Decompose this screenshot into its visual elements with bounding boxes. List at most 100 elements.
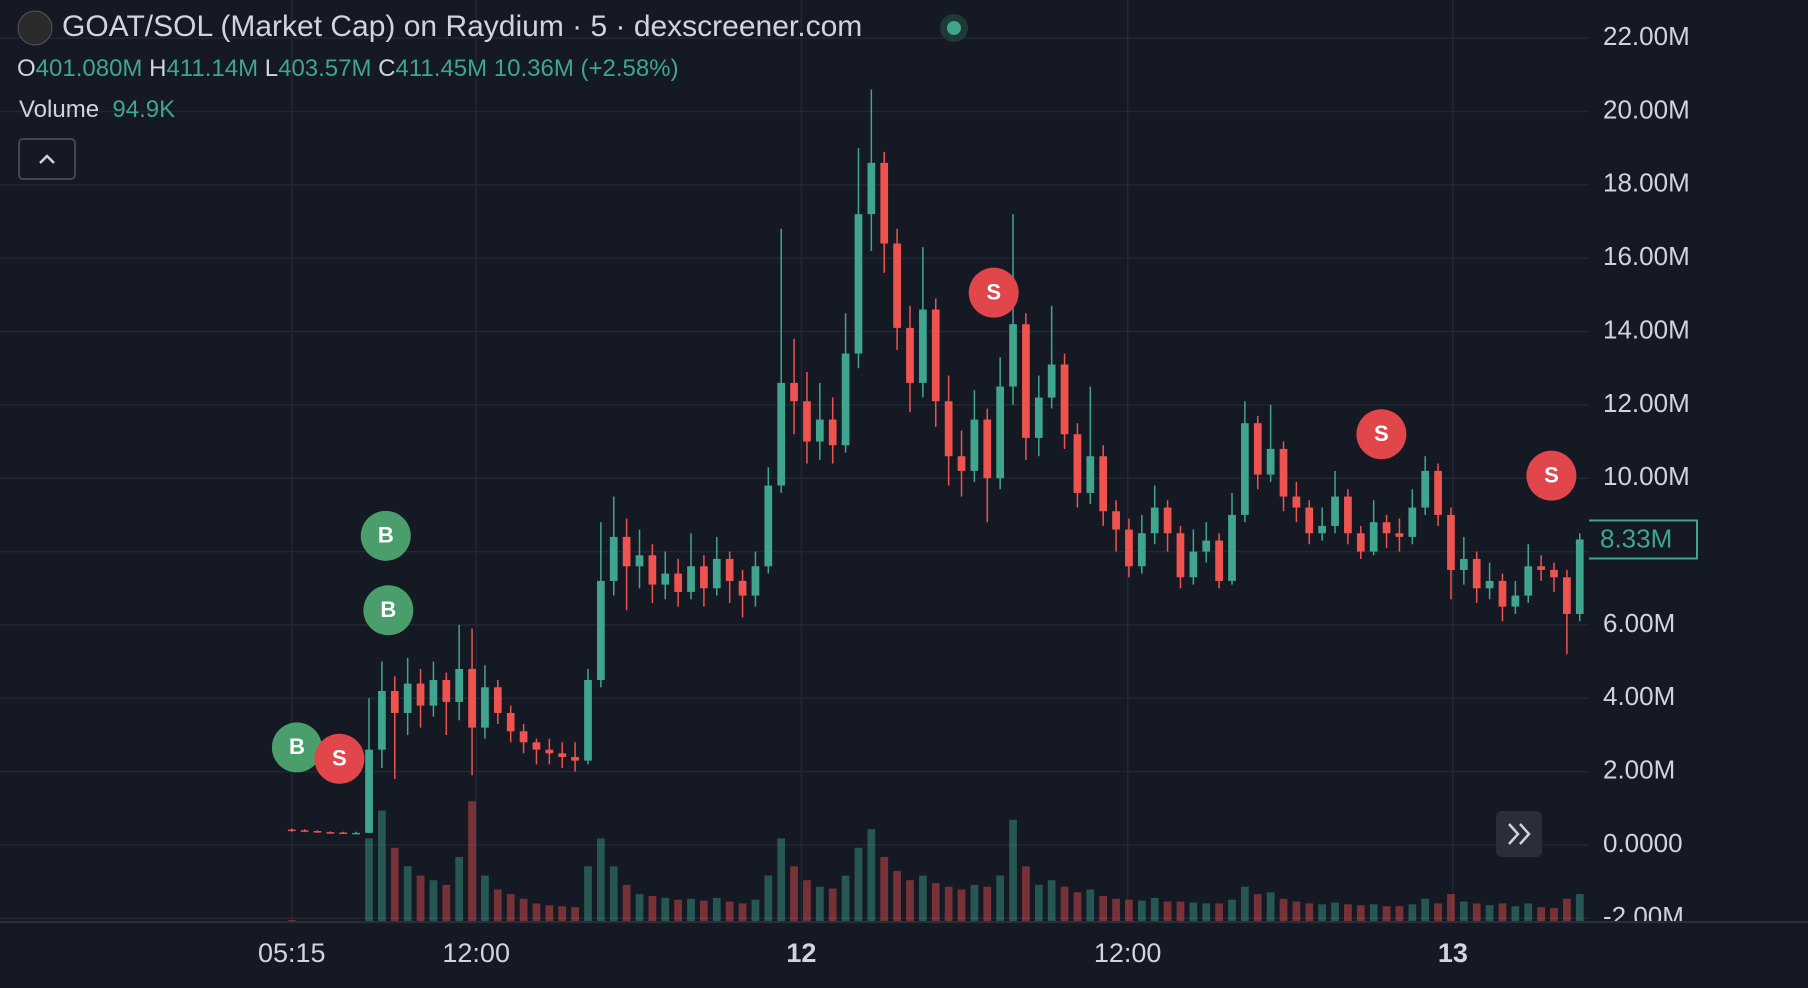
y-tick-label: 4.00M bbox=[1603, 681, 1675, 711]
candle-body bbox=[558, 753, 567, 757]
volume-bar bbox=[1575, 894, 1584, 922]
open-value: 401.080M bbox=[35, 55, 143, 82]
volume-bar bbox=[545, 905, 554, 922]
candle-body bbox=[996, 386, 1005, 479]
volume-bar bbox=[455, 857, 464, 922]
candle-body bbox=[880, 162, 889, 244]
volume-bar bbox=[609, 866, 618, 922]
candle-body bbox=[455, 668, 464, 702]
volume-bar bbox=[700, 900, 708, 922]
volume-bar bbox=[1524, 903, 1533, 922]
candle-body bbox=[1524, 566, 1533, 596]
volume-bar bbox=[1318, 904, 1327, 922]
candle-body bbox=[1137, 533, 1146, 567]
candle-body bbox=[1279, 448, 1288, 497]
candle-body bbox=[1241, 423, 1249, 515]
candle-body bbox=[841, 353, 850, 446]
candle-body bbox=[506, 712, 515, 732]
volume-bar bbox=[648, 896, 657, 922]
collapse-icon bbox=[39, 154, 55, 164]
volume-bar bbox=[390, 847, 399, 922]
candle-body bbox=[1472, 558, 1481, 589]
volume-bar bbox=[906, 880, 914, 922]
candle-body bbox=[970, 419, 979, 471]
y-tick-label: 0.0000 bbox=[1603, 828, 1683, 858]
candle-body bbox=[597, 580, 605, 680]
candle-body bbox=[429, 679, 438, 706]
volume-bar bbox=[1253, 894, 1262, 922]
volume-bar bbox=[1266, 892, 1275, 922]
volume-bar bbox=[1369, 904, 1378, 922]
volume-bar bbox=[429, 880, 438, 922]
volume-bar bbox=[931, 883, 940, 922]
x-tick-label: 12 bbox=[786, 938, 816, 968]
volume-bar bbox=[1447, 894, 1455, 922]
y-tick-label: 16.00M bbox=[1603, 241, 1690, 271]
trade-marker-label: S bbox=[1374, 421, 1389, 446]
candle-body bbox=[777, 382, 786, 486]
volume-bar bbox=[1034, 884, 1043, 922]
volume-bar bbox=[1241, 886, 1249, 922]
volume-bar bbox=[880, 857, 889, 922]
volume-bar bbox=[738, 903, 747, 922]
volume-bar bbox=[1137, 900, 1146, 922]
volume-bar bbox=[803, 880, 811, 922]
x-tick-label: 13 bbox=[1438, 938, 1468, 968]
y-axis: -2.00M0.00002.00M4.00M6.00M8.00M10.00M12… bbox=[1589, 21, 1698, 922]
volume-bar bbox=[1292, 901, 1301, 922]
trade-marker bbox=[1526, 450, 1577, 501]
candle-body bbox=[738, 580, 747, 596]
candle-body bbox=[1563, 577, 1571, 614]
token-icon bbox=[17, 10, 53, 46]
candle-body bbox=[1292, 496, 1301, 508]
candle-body bbox=[687, 566, 695, 592]
volume-bar bbox=[1228, 899, 1236, 922]
candle-body bbox=[519, 731, 528, 743]
volume-bar bbox=[790, 866, 798, 922]
trade-marker bbox=[1356, 409, 1407, 460]
candle-body bbox=[919, 309, 927, 383]
candle-body bbox=[1266, 448, 1275, 475]
candle-body bbox=[803, 401, 811, 442]
trade-marker bbox=[314, 733, 365, 784]
volume-bar bbox=[1382, 906, 1391, 922]
ohlc-legend: O401.080M H411.14M L403.57M C411.45M 10.… bbox=[17, 55, 679, 83]
y-tick-label: 20.00M bbox=[1603, 94, 1690, 124]
volume-bar bbox=[1009, 819, 1017, 922]
live-indicator bbox=[947, 21, 961, 35]
volume-bar bbox=[468, 801, 476, 922]
candle-body bbox=[790, 382, 798, 402]
candle-body bbox=[609, 536, 618, 581]
candle-body bbox=[532, 742, 541, 750]
candle-body bbox=[1125, 529, 1133, 567]
volume-bar bbox=[1331, 902, 1339, 922]
candle-body bbox=[1447, 514, 1455, 570]
volume-bar bbox=[1511, 906, 1520, 922]
volume-bar bbox=[1073, 892, 1082, 922]
volume-bar bbox=[571, 907, 579, 922]
volume-bar bbox=[1344, 904, 1352, 922]
candle-body bbox=[287, 829, 296, 832]
candle-body bbox=[545, 749, 554, 754]
collapse-button[interactable] bbox=[18, 138, 76, 180]
volume-bar bbox=[1150, 897, 1159, 922]
candle-body bbox=[390, 690, 399, 713]
x-tick-label: 12:00 bbox=[1094, 938, 1162, 968]
volume-bar bbox=[1305, 903, 1314, 922]
last-price-label: 8.33M bbox=[1600, 523, 1672, 553]
candle-body bbox=[1228, 514, 1236, 581]
candle-body bbox=[635, 555, 644, 567]
candle-body bbox=[957, 456, 966, 471]
candle-body bbox=[1060, 364, 1069, 435]
volume-bar bbox=[893, 870, 901, 922]
candle-body bbox=[1421, 470, 1430, 508]
candle-body bbox=[1485, 580, 1494, 589]
candle-body bbox=[725, 558, 734, 581]
candle-body bbox=[352, 832, 361, 835]
volume-bar bbox=[1215, 903, 1223, 922]
candle-body bbox=[1459, 558, 1468, 570]
volume-value: 94.9K bbox=[112, 96, 176, 123]
trade-marker bbox=[968, 267, 1019, 318]
candle-body bbox=[1047, 364, 1056, 398]
